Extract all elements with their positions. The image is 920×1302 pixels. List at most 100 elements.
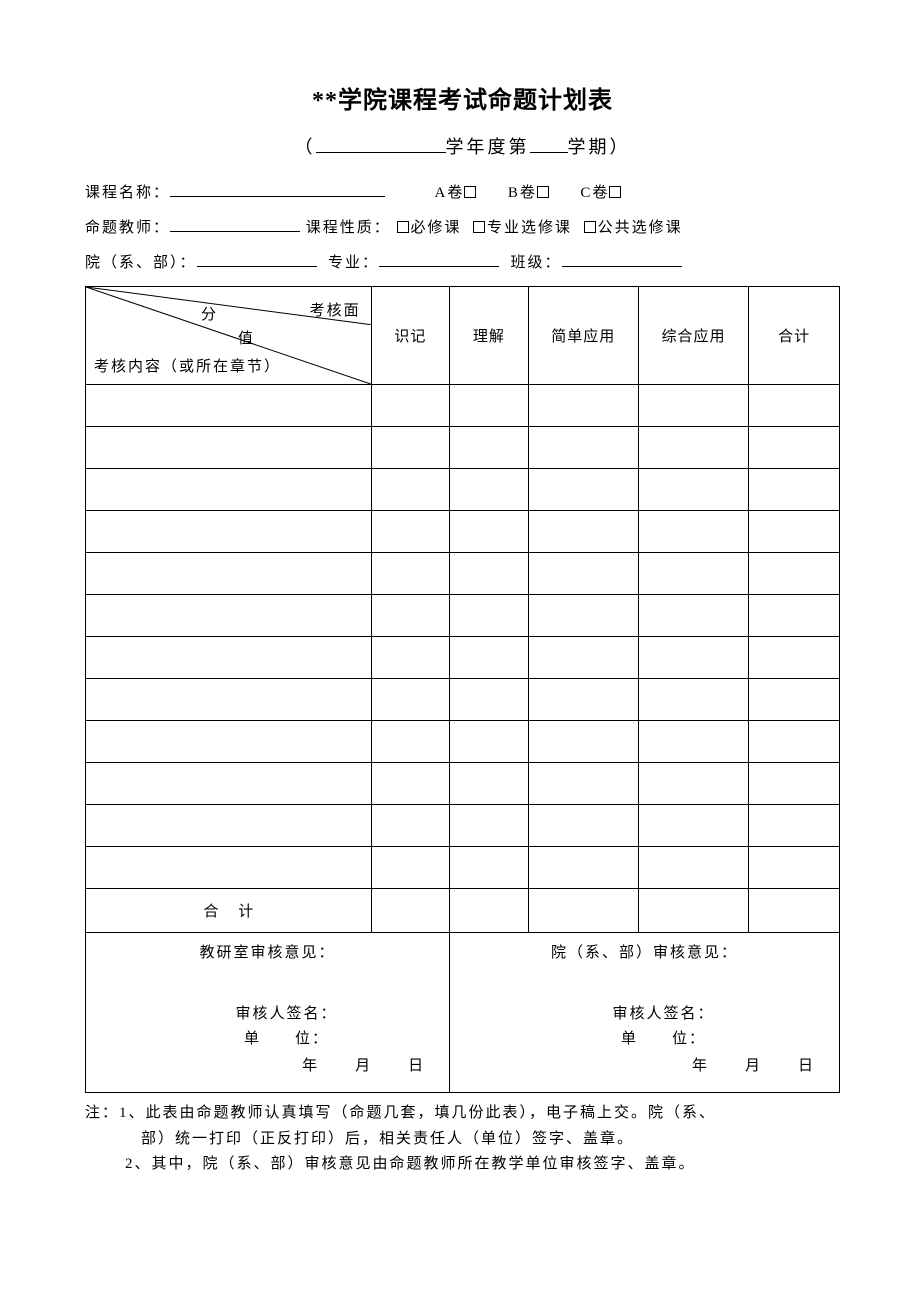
table-cell[interactable] <box>638 385 748 427</box>
total-c2[interactable] <box>450 889 528 933</box>
table-cell[interactable] <box>638 637 748 679</box>
table-cell[interactable] <box>528 637 638 679</box>
dept-field[interactable] <box>197 252 317 267</box>
table-cell[interactable] <box>371 385 449 427</box>
year-blank[interactable] <box>316 135 446 153</box>
table-cell[interactable] <box>528 385 638 427</box>
table-cell[interactable] <box>528 469 638 511</box>
major-field[interactable] <box>379 252 499 267</box>
review-right-unit: 单 位： <box>498 1027 829 1048</box>
nature-required-label: 必修课 <box>411 220 462 236</box>
table-cell[interactable] <box>86 721 372 763</box>
table-cell[interactable] <box>450 847 528 889</box>
table-cell[interactable] <box>86 679 372 721</box>
nature-required-checkbox[interactable] <box>397 221 409 233</box>
subtitle-line: （学年度第学期） <box>85 133 840 159</box>
table-cell[interactable] <box>371 763 449 805</box>
table-cell[interactable] <box>638 553 748 595</box>
table-cell[interactable] <box>450 511 528 553</box>
table-cell[interactable] <box>638 679 748 721</box>
paper-a-checkbox[interactable] <box>464 186 476 198</box>
table-cell[interactable] <box>371 721 449 763</box>
table-cell[interactable] <box>371 511 449 553</box>
table-cell[interactable] <box>86 427 372 469</box>
table-cell[interactable] <box>749 553 840 595</box>
paper-c-checkbox[interactable] <box>609 186 621 198</box>
table-cell[interactable] <box>450 595 528 637</box>
table-cell[interactable] <box>528 847 638 889</box>
notes-block: 注：1、此表由命题教师认真填写（命题几套，填几份此表），电子稿上交。院（系、 部… <box>85 1101 840 1178</box>
table-cell[interactable] <box>528 679 638 721</box>
table-cell[interactable] <box>638 595 748 637</box>
table-cell[interactable] <box>749 595 840 637</box>
main-table: 分 考核面 值 考核内容（或所在章节） 识记 理解 简单应用 综合应用 合计 合… <box>85 286 840 1093</box>
table-cell[interactable] <box>371 595 449 637</box>
table-cell[interactable] <box>638 847 748 889</box>
table-cell[interactable] <box>749 805 840 847</box>
table-cell[interactable] <box>86 385 372 427</box>
table-cell[interactable] <box>86 553 372 595</box>
table-cell[interactable] <box>86 805 372 847</box>
table-cell[interactable] <box>450 805 528 847</box>
table-cell[interactable] <box>371 679 449 721</box>
table-cell[interactable] <box>528 721 638 763</box>
table-cell[interactable] <box>749 721 840 763</box>
table-cell[interactable] <box>749 847 840 889</box>
total-c3[interactable] <box>528 889 638 933</box>
paper-b-checkbox[interactable] <box>537 186 549 198</box>
table-cell[interactable] <box>638 805 748 847</box>
table-cell[interactable] <box>450 469 528 511</box>
table-cell[interactable] <box>371 427 449 469</box>
table-cell[interactable] <box>450 553 528 595</box>
table-cell[interactable] <box>638 763 748 805</box>
table-cell[interactable] <box>86 637 372 679</box>
table-cell[interactable] <box>749 427 840 469</box>
teacher-label: 命题教师： <box>85 220 170 236</box>
table-cell[interactable] <box>528 553 638 595</box>
total-c1[interactable] <box>371 889 449 933</box>
table-cell[interactable] <box>371 847 449 889</box>
table-cell[interactable] <box>749 679 840 721</box>
table-cell[interactable] <box>528 595 638 637</box>
total-c5[interactable] <box>749 889 840 933</box>
table-cell[interactable] <box>638 427 748 469</box>
table-cell[interactable] <box>749 511 840 553</box>
table-cell[interactable] <box>371 637 449 679</box>
table-cell[interactable] <box>450 679 528 721</box>
table-cell[interactable] <box>450 427 528 469</box>
table-cell[interactable] <box>638 511 748 553</box>
table-cell[interactable] <box>528 427 638 469</box>
table-cell[interactable] <box>528 805 638 847</box>
table-cell[interactable] <box>528 511 638 553</box>
table-cell[interactable] <box>450 637 528 679</box>
table-cell[interactable] <box>749 385 840 427</box>
table-cell[interactable] <box>528 763 638 805</box>
table-cell[interactable] <box>638 469 748 511</box>
table-cell[interactable] <box>86 511 372 553</box>
table-cell[interactable] <box>86 469 372 511</box>
nature-major-checkbox[interactable] <box>473 221 485 233</box>
table-cell[interactable] <box>450 385 528 427</box>
notes-2: 2、其中，院（系、部）审核意见由命题教师所在教学单位审核签字、盖章。 <box>85 1152 840 1178</box>
teacher-field[interactable] <box>170 217 300 232</box>
diag-fen: 分 <box>201 303 218 324</box>
nature-public-checkbox[interactable] <box>584 221 596 233</box>
table-cell[interactable] <box>371 469 449 511</box>
class-field[interactable] <box>562 252 682 267</box>
diag-area: 考核面 <box>310 299 361 320</box>
table-cell[interactable] <box>749 637 840 679</box>
term-blank[interactable] <box>530 135 568 153</box>
table-row <box>86 385 840 427</box>
total-c4[interactable] <box>638 889 748 933</box>
table-cell[interactable] <box>749 469 840 511</box>
table-cell[interactable] <box>86 595 372 637</box>
table-cell[interactable] <box>86 763 372 805</box>
table-cell[interactable] <box>749 763 840 805</box>
course-name-field[interactable] <box>170 182 385 197</box>
table-cell[interactable] <box>371 805 449 847</box>
table-cell[interactable] <box>86 847 372 889</box>
table-cell[interactable] <box>371 553 449 595</box>
table-cell[interactable] <box>450 721 528 763</box>
table-cell[interactable] <box>638 721 748 763</box>
table-cell[interactable] <box>450 763 528 805</box>
